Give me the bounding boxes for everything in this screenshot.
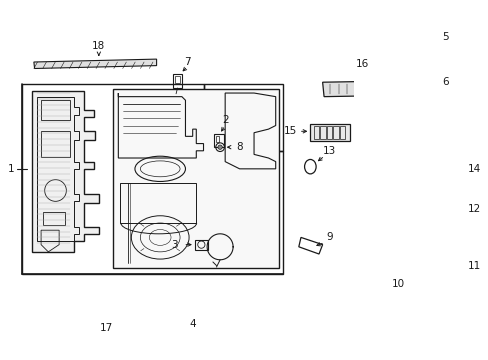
Bar: [165, 305, 170, 310]
Text: 18: 18: [92, 41, 105, 51]
Bar: [70, 299, 83, 315]
Text: 16: 16: [355, 59, 368, 69]
Bar: [194, 240, 207, 250]
Text: 8: 8: [236, 142, 243, 152]
Text: 11: 11: [467, 261, 480, 271]
Text: 9: 9: [326, 233, 332, 242]
Polygon shape: [113, 89, 279, 269]
Polygon shape: [34, 59, 156, 68]
Bar: [326, 126, 331, 139]
Text: 12: 12: [467, 203, 480, 213]
Text: 3: 3: [171, 240, 178, 249]
Bar: [163, 302, 178, 315]
Bar: [310, 124, 349, 141]
Text: 13: 13: [323, 146, 336, 156]
Bar: [173, 73, 182, 88]
Bar: [339, 126, 345, 139]
Bar: [174, 76, 180, 83]
Bar: [439, 175, 454, 193]
Text: 14: 14: [467, 164, 480, 174]
Polygon shape: [322, 81, 406, 96]
Bar: [445, 208, 448, 219]
Bar: [171, 305, 176, 310]
Bar: [432, 175, 441, 185]
Bar: [449, 208, 452, 219]
Bar: [320, 126, 325, 139]
Bar: [120, 183, 196, 223]
Circle shape: [218, 145, 222, 149]
Text: 17: 17: [99, 323, 112, 333]
Bar: [43, 212, 65, 225]
Text: 15: 15: [283, 126, 296, 136]
Bar: [41, 100, 70, 121]
Polygon shape: [419, 73, 488, 151]
Text: 10: 10: [391, 279, 404, 289]
Bar: [41, 131, 70, 157]
Text: 4: 4: [189, 319, 196, 329]
Bar: [214, 134, 224, 147]
Bar: [333, 126, 338, 139]
Bar: [313, 126, 318, 139]
Text: 1: 1: [8, 164, 15, 174]
Bar: [434, 206, 454, 222]
Text: 5: 5: [441, 32, 448, 42]
Text: 6: 6: [441, 77, 448, 87]
Bar: [215, 136, 219, 142]
Bar: [436, 208, 439, 219]
Text: 2: 2: [222, 116, 228, 126]
Text: 7: 7: [184, 57, 190, 67]
Bar: [441, 208, 444, 219]
Polygon shape: [32, 91, 99, 252]
Bar: [438, 100, 451, 113]
